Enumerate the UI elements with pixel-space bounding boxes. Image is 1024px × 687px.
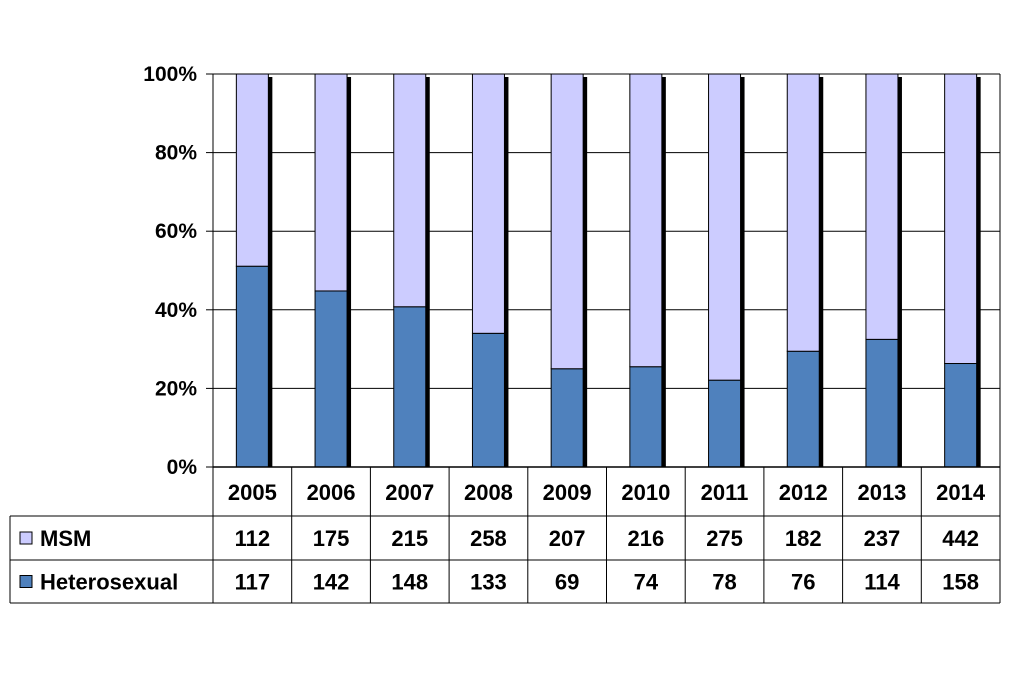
data-label: 76 — [791, 570, 815, 595]
data-label: 114 — [864, 570, 900, 595]
data-label: 175 — [313, 526, 350, 551]
bar-heterosexual-2006 — [314, 290, 348, 468]
x-category-label: 2006 — [307, 480, 356, 505]
bar-heterosexual-2008 — [471, 332, 505, 468]
x-category-label: 2005 — [228, 480, 277, 505]
x-category-label: 2013 — [857, 480, 906, 505]
data-label: 442 — [942, 526, 979, 551]
bar-msm-2014 — [944, 73, 978, 365]
data-label: 215 — [391, 526, 428, 551]
data-label: 112 — [235, 526, 271, 551]
bar-msm-2008 — [471, 73, 505, 334]
x-category-label: 2007 — [385, 480, 434, 505]
data-label: 142 — [313, 570, 350, 595]
data-label: 216 — [627, 526, 664, 551]
bars — [235, 73, 981, 468]
y-tick-label: 60% — [155, 220, 197, 243]
legend-label-msm: MSM — [40, 526, 91, 551]
data-label: 207 — [549, 526, 586, 551]
bar-msm-2011 — [708, 73, 742, 381]
data-label: 258 — [470, 526, 507, 551]
data-label: 133 — [470, 570, 507, 595]
bar-msm-2012 — [786, 73, 820, 352]
y-tick-label: 0% — [167, 456, 198, 479]
y-tick-label: 20% — [155, 377, 197, 400]
bar-heterosexual-2012 — [786, 350, 820, 468]
x-category-label: 2008 — [464, 480, 513, 505]
bar-msm-2013 — [865, 73, 899, 340]
data-label: 78 — [712, 570, 736, 595]
legend-label-heterosexual: Heterosexual — [40, 570, 178, 595]
data-label: 69 — [555, 570, 579, 595]
y-tick-label: 100% — [143, 63, 197, 86]
y-tick-label: 80% — [155, 142, 197, 165]
data-label: 148 — [391, 570, 428, 595]
bar-msm-2007 — [393, 73, 427, 308]
legend-swatch-msm — [19, 531, 33, 545]
bar-msm-2006 — [314, 73, 348, 292]
bar-heterosexual-2007 — [393, 306, 427, 468]
x-category-label: 2014 — [936, 480, 986, 505]
data-label: 158 — [942, 570, 979, 595]
x-category-label: 2011 — [701, 480, 749, 505]
x-category-label: 2012 — [779, 480, 828, 505]
data-label: 182 — [785, 526, 822, 551]
x-category-label: 2010 — [621, 480, 670, 505]
bar-heterosexual-2009 — [550, 368, 584, 468]
bar-heterosexual-2010 — [629, 366, 663, 468]
bar-msm-2010 — [629, 73, 663, 368]
bar-heterosexual-2014 — [944, 363, 978, 468]
x-category-label: 2009 — [543, 480, 592, 505]
legend-swatch-heterosexual — [19, 575, 33, 588]
bar-heterosexual-2011 — [708, 379, 742, 468]
data-label: 237 — [864, 526, 901, 551]
data-label: 275 — [706, 526, 743, 551]
bar-msm-2005 — [235, 73, 269, 267]
data-label: 74 — [634, 570, 659, 595]
data-label: 117 — [235, 570, 271, 595]
y-tick-label: 40% — [155, 299, 197, 322]
bar-heterosexual-2013 — [865, 338, 899, 468]
bar-heterosexual-2005 — [235, 265, 269, 468]
data-table: 2005 2006 2007 2008 2009 2010 2011 2012 2013 2014… — [9, 467, 1001, 604]
bar-msm-2009 — [550, 73, 584, 370]
